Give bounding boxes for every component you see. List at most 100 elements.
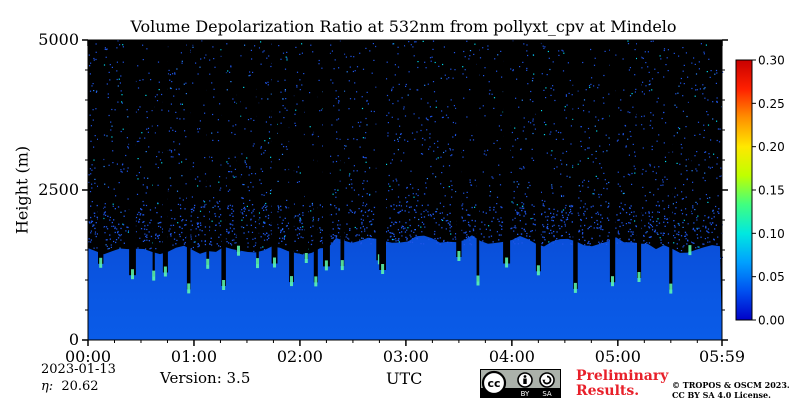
transition-speckle (643, 240, 645, 242)
transition-speckle (114, 227, 116, 230)
noise-speckle (663, 142, 665, 144)
noise-speckle (170, 151, 173, 153)
transition-speckle (331, 237, 333, 239)
noise-speckle (365, 157, 367, 159)
transition-speckle (600, 214, 602, 216)
transition-speckle (518, 212, 520, 214)
noise-speckle (243, 227, 245, 229)
noise-speckle (633, 215, 635, 217)
noise-speckle (676, 194, 679, 196)
noise-speckle (285, 56, 287, 58)
noise-speckle (395, 238, 397, 240)
transition-speckle (443, 217, 445, 219)
transition-speckle (411, 241, 414, 243)
noise-speckle (103, 158, 105, 161)
transition-speckle (208, 229, 210, 232)
noise-speckle (645, 200, 647, 202)
noise-speckle (265, 202, 267, 205)
transition-speckle (235, 236, 237, 238)
cloud-base-mark (505, 257, 509, 268)
noise-speckle (716, 139, 718, 142)
noise-speckle (657, 218, 659, 220)
transition-speckle (706, 230, 708, 232)
noise-speckle (523, 117, 525, 119)
noise-speckle (116, 78, 118, 81)
transition-speckle (109, 234, 111, 236)
noise-speckle (260, 247, 262, 249)
noise-speckle (149, 248, 151, 250)
transition-speckle (687, 223, 689, 225)
transition-speckle (541, 242, 544, 244)
noise-speckle (399, 125, 401, 127)
noise-speckle (150, 79, 152, 81)
noise-speckle (561, 235, 563, 237)
noise-speckle (280, 231, 282, 234)
transition-speckle (578, 230, 581, 232)
noise-speckle (431, 56, 433, 58)
noise-speckle (322, 145, 324, 147)
transition-speckle (409, 224, 411, 227)
transition-speckle (118, 223, 120, 225)
transition-speckle (332, 237, 334, 239)
cloud-base-mark (273, 257, 276, 268)
noise-speckle (285, 98, 287, 100)
transition-speckle (642, 207, 644, 209)
transition-speckle (714, 228, 716, 230)
noise-speckle (370, 110, 372, 112)
noise-speckle (211, 220, 213, 222)
transition-speckle (617, 219, 619, 221)
noise-speckle (282, 52, 285, 54)
noise-speckle (412, 187, 414, 189)
noise-speckle (387, 132, 389, 134)
transition-speckle (410, 206, 412, 208)
transition-speckle (675, 207, 677, 209)
transition-speckle (361, 210, 363, 212)
noise-speckle (245, 107, 247, 109)
transition-speckle (282, 228, 284, 230)
noise-speckle (514, 127, 516, 129)
noise-speckle (719, 257, 721, 259)
noise-speckle (146, 117, 148, 119)
transition-speckle (608, 231, 610, 234)
noise-speckle (167, 188, 169, 190)
noise-speckle (682, 110, 684, 112)
transition-speckle (433, 233, 436, 235)
noise-speckle (621, 222, 623, 224)
noise-speckle (462, 149, 465, 152)
noise-speckle (362, 156, 364, 158)
noise-speckle (369, 194, 371, 196)
noise-speckle (413, 196, 415, 198)
noise-speckle (180, 52, 182, 54)
noise-speckle (565, 212, 567, 214)
transition-speckle (629, 213, 631, 216)
noise-speckle (335, 196, 337, 198)
transition-speckle (321, 240, 323, 242)
transition-speckle (562, 243, 564, 245)
transition-speckle (138, 218, 141, 220)
noise-speckle (278, 158, 280, 161)
noise-speckle (93, 159, 95, 161)
noise-speckle (533, 205, 535, 207)
noise-speckle (385, 78, 388, 80)
transition-speckle (600, 228, 602, 230)
noise-speckle (111, 225, 113, 227)
noise-speckle (360, 218, 362, 220)
noise-speckle (409, 234, 411, 236)
transition-speckle (630, 231, 632, 233)
noise-speckle (198, 245, 200, 247)
noise-speckle (466, 191, 468, 193)
transition-speckle (619, 212, 622, 214)
transition-speckle (676, 233, 678, 235)
transition-speckle (232, 215, 234, 217)
noise-speckle (433, 217, 435, 220)
transition-speckle (521, 242, 523, 244)
noise-speckle (424, 226, 426, 228)
noise-speckle (526, 50, 528, 52)
noise-speckle (680, 143, 682, 146)
noise-speckle (185, 183, 187, 185)
noise-speckle (553, 123, 555, 125)
transition-speckle (588, 240, 590, 243)
transition-speckle (423, 216, 426, 218)
noise-speckle (197, 176, 199, 178)
noise-speckle (229, 71, 231, 73)
